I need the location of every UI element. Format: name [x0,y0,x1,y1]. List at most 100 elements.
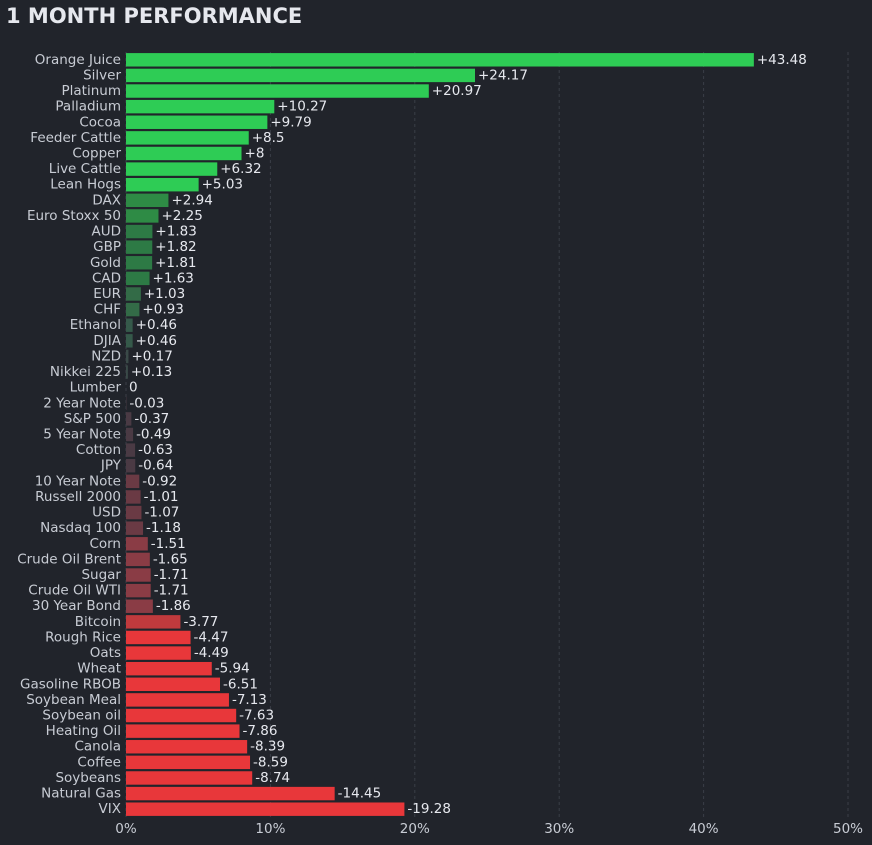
bar [126,630,191,645]
value-label: +5.03 [202,177,243,193]
value-label: +10.27 [277,99,327,115]
value-label: +9.79 [270,114,311,130]
value-label: -1.86 [156,598,191,614]
value-label: -7.86 [242,723,277,739]
category-label: Gasoline RBOB [20,676,121,692]
value-label: +0.17 [131,348,172,364]
value-label: +20.97 [432,83,482,99]
value-label: +0.46 [136,333,177,349]
value-label: -4.49 [194,645,229,661]
bar [126,802,405,816]
x-tick-label: 0% [115,821,137,837]
category-label: GBP [93,239,121,255]
value-label: -4.47 [194,629,229,645]
value-label: +8.5 [252,130,285,146]
bar [126,162,218,176]
value-label: -19.28 [407,801,451,817]
bar [126,755,251,770]
value-label: -1.51 [151,536,186,552]
category-label: AUD [91,224,121,240]
bar [126,568,151,582]
category-label: Nikkei 225 [50,364,121,380]
category-label: Gold [90,255,121,271]
category-label: Rough Rice [45,629,121,645]
category-label: Platinum [62,83,121,99]
category-label: Coffee [77,754,121,770]
value-label: +6.32 [220,161,261,177]
category-label: 2 Year Note [43,395,121,411]
bar [126,177,199,192]
category-label: S&P 500 [64,411,121,427]
value-label: -8.59 [253,754,288,770]
category-label: Silver [83,67,121,83]
value-label: +8 [245,145,265,161]
bar [126,302,140,317]
value-label: -0.03 [129,395,164,411]
bar [126,349,129,364]
chart-title: 1 MONTH PERFORMANCE [6,4,302,28]
value-label: +24.17 [478,67,528,83]
bar [126,318,133,332]
category-label: EUR [93,286,121,302]
value-label: -0.63 [138,442,173,458]
category-label: Feeder Cattle [30,130,121,146]
bar [126,271,150,286]
category-label: Cotton [76,442,121,458]
value-label: +1.03 [144,286,185,302]
bar [126,334,133,348]
category-label: Oats [90,645,121,661]
category-label: Soybeans [55,770,121,786]
bar [126,740,248,754]
category-label: Nasdaq 100 [40,520,121,536]
bar [126,786,335,801]
value-label: -7.13 [232,692,267,708]
category-label: Wheat [77,661,121,677]
bar [126,412,132,426]
value-label: -7.63 [239,708,274,724]
value-label: 0 [129,380,138,396]
category-label: JPY [100,458,122,474]
value-label: -0.64 [138,458,173,474]
category-label: Cocoa [79,114,121,130]
value-label: +1.82 [155,239,196,255]
value-label: -1.65 [153,551,188,567]
category-label: Heating Oil [46,723,121,739]
bar [126,708,237,723]
category-label: Copper [72,145,121,161]
bar [126,583,151,598]
category-label: Crude Oil WTI [28,583,121,599]
value-label: +1.81 [155,255,196,271]
bar [126,193,169,208]
value-label: -6.51 [223,676,258,692]
x-tick-label: 50% [833,821,863,837]
bar [126,661,212,676]
category-label: Sugar [81,567,121,583]
category-label: VIX [99,801,121,817]
value-label: -1.18 [146,520,181,536]
category-label: Bitcoin [75,614,121,630]
value-label: -8.74 [255,770,290,786]
bar [126,53,754,67]
x-tick-label: 30% [544,821,574,837]
value-label: -1.01 [144,489,179,505]
category-label: Euro Stoxx 50 [27,208,121,224]
bar [126,599,153,613]
bar [126,68,476,83]
bar [126,677,221,692]
x-tick-label: 40% [689,821,719,837]
value-label: -0.37 [134,411,169,427]
bar [126,256,153,270]
category-label: 30 Year Bond [32,598,121,614]
bar [126,552,150,567]
value-label: +0.93 [142,302,183,318]
value-label: +2.94 [171,192,212,208]
bar [126,771,253,785]
value-label: +2.25 [161,208,202,224]
category-label: Soybean oil [42,708,121,724]
category-label: Russell 2000 [35,489,121,505]
category-label: CHF [94,302,121,318]
category-label: Palladium [55,99,121,115]
category-label: Crude Oil Brent [17,551,121,567]
category-label: 10 Year Note [35,473,121,489]
